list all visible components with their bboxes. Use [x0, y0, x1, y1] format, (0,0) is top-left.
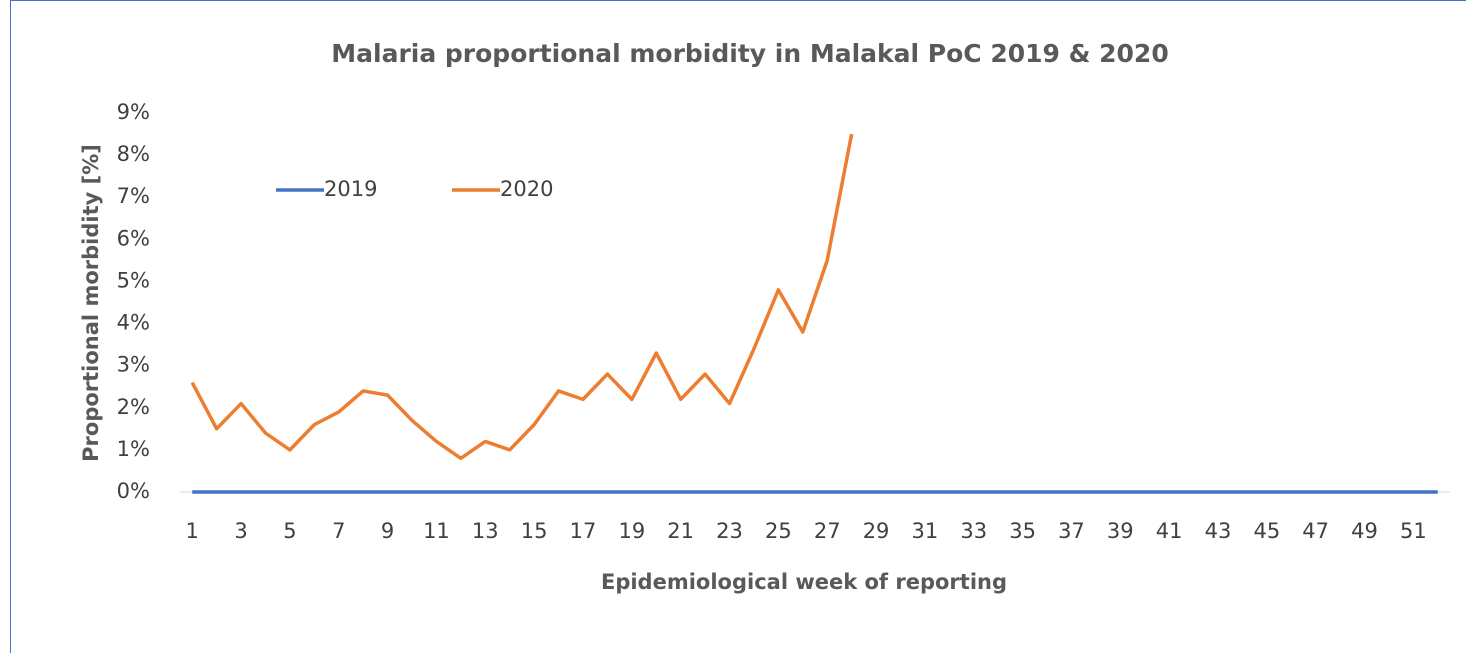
x-tick-label: 43 [1205, 519, 1232, 543]
x-tick-label: 35 [1009, 519, 1036, 543]
x-tick-label: 51 [1400, 519, 1427, 543]
x-tick-label: 41 [1156, 519, 1183, 543]
x-tick-label: 13 [472, 519, 499, 543]
y-tick-label: 7% [117, 184, 150, 208]
x-tick-label: 23 [716, 519, 743, 543]
y-tick-label: 0% [117, 479, 150, 503]
y-tick-label: 2% [117, 395, 150, 419]
x-tick-label: 37 [1058, 519, 1085, 543]
x-tick-label: 1 [186, 519, 199, 543]
x-tick-label: 29 [863, 519, 890, 543]
x-tick-label: 5 [283, 519, 296, 543]
x-tick-label: 9 [381, 519, 394, 543]
legend-label: 2019 [324, 177, 377, 201]
y-tick-label: 9% [117, 100, 150, 124]
x-tick-label: 31 [912, 519, 939, 543]
x-tick-label: 7 [332, 519, 345, 543]
x-tick-label: 33 [960, 519, 987, 543]
y-tick-label: 8% [117, 142, 150, 166]
legend-label: 2020 [500, 177, 553, 201]
y-tick-label: 4% [117, 311, 150, 335]
x-tick-label: 49 [1351, 519, 1378, 543]
chart-title: Malaria proportional morbidity in Malaka… [331, 39, 1168, 68]
y-tick-label: 1% [117, 437, 150, 461]
legend: 2019 2020 [276, 177, 553, 201]
y-tick-label: 3% [117, 353, 150, 377]
x-tick-label: 45 [1253, 519, 1280, 543]
x-axis-label: Epidemiological week of reporting [601, 570, 1007, 594]
x-tick-label: 47 [1302, 519, 1329, 543]
x-tick-label: 11 [423, 519, 450, 543]
chart-border [10, 0, 1466, 653]
x-tick-label: 17 [570, 519, 597, 543]
y-tick-label: 5% [117, 268, 150, 292]
x-tick-label: 3 [234, 519, 247, 543]
x-tick-label: 25 [765, 519, 792, 543]
x-tick-label: 19 [618, 519, 645, 543]
series-line [190, 133, 854, 461]
y-tick-label: 6% [117, 226, 150, 250]
x-tick-label: 27 [814, 519, 841, 543]
x-tick-label: 15 [521, 519, 548, 543]
x-tick-label: 39 [1107, 519, 1134, 543]
y-axis-label: Proportional morbidity [%] [79, 144, 103, 462]
x-tick-label: 21 [667, 519, 694, 543]
